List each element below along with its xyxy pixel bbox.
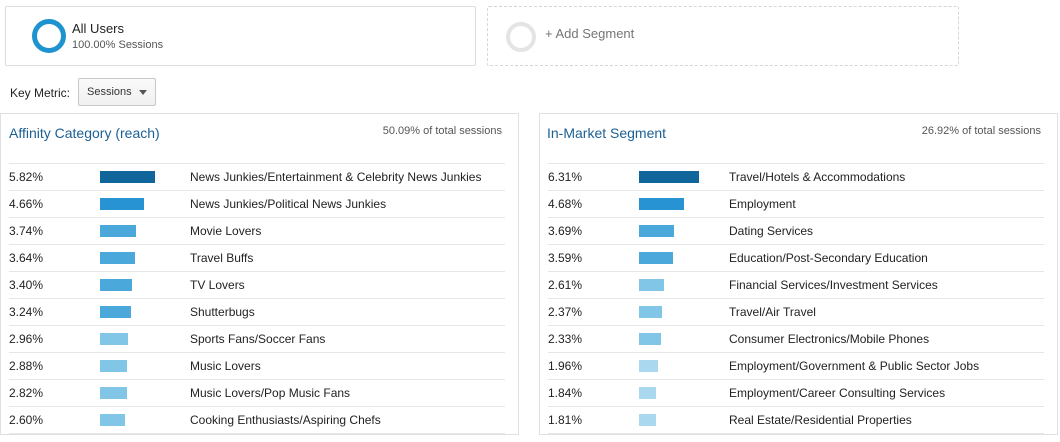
table-row[interactable]: 2.82% Music Lovers/Pop Music Fans [9, 380, 505, 407]
table-row[interactable]: 3.40% TV Lovers [9, 272, 505, 299]
row-percentage: 3.74% [9, 224, 44, 238]
add-segment-button[interactable]: + Add Segment [487, 6, 959, 66]
row-category-label: News Junkies/Political News Junkies [190, 197, 387, 211]
row-category-label: Music Lovers/Pop Music Fans [190, 386, 351, 400]
row-percentage: 2.88% [9, 359, 44, 373]
row-category-label: Financial Services/Investment Services [729, 278, 938, 292]
in-market-total-share: 26.92% of total sessions [921, 125, 1041, 137]
row-category-label: Employment/Government & Public Sector Jo… [729, 359, 980, 373]
row-percentage: 2.82% [9, 386, 44, 400]
row-percentage: 3.69% [548, 224, 583, 238]
in-market-segment-panel: In-Market Segment 26.92% of total sessio… [539, 113, 1058, 435]
row-percentage: 3.64% [9, 251, 44, 265]
row-percentage: 5.82% [9, 170, 44, 184]
row-percentage: 2.61% [548, 278, 583, 292]
in-market-panel-title[interactable]: In-Market Segment [547, 125, 667, 141]
row-category-label: Shutterbugs [190, 305, 255, 319]
row-share-bar [100, 306, 131, 318]
row-share-bar [100, 171, 155, 183]
table-row[interactable]: 2.37% Travel/Air Travel [548, 299, 1044, 326]
affinity-category-panel: Affinity Category (reach) 50.09% of tota… [0, 113, 519, 435]
table-row[interactable]: 5.82% News Junkies/Entertainment & Celebr… [9, 163, 505, 191]
row-category-label: Music Lovers [190, 359, 261, 373]
row-category-label: Movie Lovers [190, 224, 262, 238]
table-row[interactable]: 1.84% Employment/Career Consulting Servic… [548, 380, 1044, 407]
row-percentage: 3.40% [9, 278, 44, 292]
segment-ring-icon [32, 19, 66, 53]
row-category-label: Travel/Hotels & Accommodations [729, 170, 906, 184]
row-category-label: Employment/Career Consulting Services [729, 386, 946, 400]
table-row[interactable]: 2.61% Financial Services/Investment Servi… [548, 272, 1044, 299]
row-category-label: Dating Services [729, 224, 814, 238]
row-percentage: 6.31% [548, 170, 583, 184]
row-share-bar [100, 333, 128, 345]
table-row[interactable]: 3.69% Dating Services [548, 218, 1044, 245]
row-share-bar [639, 171, 699, 183]
table-row[interactable]: 1.96% Employment/Government & Public Sect… [548, 353, 1044, 380]
table-row[interactable]: 6.31% Travel/Hotels & Accommodations [548, 163, 1044, 191]
row-percentage: 4.66% [9, 197, 44, 211]
row-share-bar [639, 279, 664, 291]
segment-name: All Users [72, 21, 125, 36]
affinity-total-share: 50.09% of total sessions [382, 125, 502, 137]
table-row[interactable]: 4.66% News Junkies/Political News Junkies [9, 191, 505, 218]
table-row[interactable]: 3.74% Movie Lovers [9, 218, 505, 245]
row-category-label: Travel Buffs [190, 251, 254, 265]
row-percentage: 1.81% [548, 413, 583, 427]
row-category-label: Education/Post-Secondary Education [729, 251, 928, 265]
row-share-bar [639, 360, 658, 372]
table-row[interactable]: 4.68% Employment [548, 191, 1044, 218]
row-category-label: Employment [729, 197, 796, 211]
row-share-bar [100, 414, 125, 426]
table-row[interactable]: 2.60% Cooking Enthusiasts/Aspiring Chefs [9, 407, 505, 434]
row-share-bar [639, 198, 684, 210]
row-share-bar [100, 387, 127, 399]
row-category-label: News Junkies/Entertainment & Celebrity N… [190, 170, 482, 184]
row-category-label: Travel/Air Travel [729, 305, 816, 319]
table-row[interactable]: 3.59% Education/Post-Secondary Education [548, 245, 1044, 272]
in-market-table: 6.31% Travel/Hotels & Accommodations 4.68%… [548, 163, 1044, 434]
row-share-bar [639, 414, 656, 426]
table-row[interactable]: 2.96% Sports Fans/Soccer Fans [9, 326, 505, 353]
table-row[interactable]: 3.24% Shutterbugs [9, 299, 505, 326]
row-percentage: 2.96% [9, 332, 44, 346]
row-share-bar [100, 360, 127, 372]
row-percentage: 2.60% [9, 413, 44, 427]
row-percentage: 3.59% [548, 251, 583, 265]
segment-all-users[interactable]: All Users 100.00% Sessions [5, 6, 476, 66]
row-category-label: Real Estate/Residential Properties [729, 413, 912, 427]
row-category-label: TV Lovers [190, 278, 245, 292]
row-share-bar [100, 198, 144, 210]
row-category-label: Consumer Electronics/Mobile Phones [729, 332, 930, 346]
table-row[interactable]: 2.33% Consumer Electronics/Mobile Phones [548, 326, 1044, 353]
table-row[interactable]: 1.81% Real Estate/Residential Properties [548, 407, 1044, 434]
row-percentage: 2.37% [548, 305, 583, 319]
chevron-down-icon [139, 90, 147, 95]
row-share-bar [100, 225, 136, 237]
row-percentage: 1.84% [548, 386, 583, 400]
row-percentage: 2.33% [548, 332, 583, 346]
row-share-bar [639, 252, 673, 264]
row-percentage: 1.96% [548, 359, 583, 373]
key-metric-select[interactable]: Sessions [78, 78, 156, 106]
row-percentage: 4.68% [548, 197, 583, 211]
row-share-bar [100, 279, 132, 291]
segment-sessions-share: 100.00% Sessions [72, 39, 164, 51]
affinity-panel-title[interactable]: Affinity Category (reach) [9, 125, 160, 141]
row-share-bar [639, 333, 661, 345]
add-segment-label: + Add Segment [545, 26, 635, 41]
row-share-bar [639, 225, 674, 237]
row-category-label: Sports Fans/Soccer Fans [190, 332, 326, 346]
row-share-bar [639, 387, 656, 399]
row-share-bar [100, 252, 135, 264]
table-row[interactable]: 3.64% Travel Buffs [9, 245, 505, 272]
row-percentage: 3.24% [9, 305, 44, 319]
affinity-table: 5.82% News Junkies/Entertainment & Celebr… [9, 163, 505, 434]
key-metric-label: Key Metric: [10, 86, 71, 100]
row-share-bar [639, 306, 662, 318]
row-category-label: Cooking Enthusiasts/Aspiring Chefs [190, 413, 381, 427]
key-metric-value: Sessions [87, 86, 132, 98]
table-row[interactable]: 2.88% Music Lovers [9, 353, 505, 380]
empty-segment-ring-icon [506, 22, 536, 52]
